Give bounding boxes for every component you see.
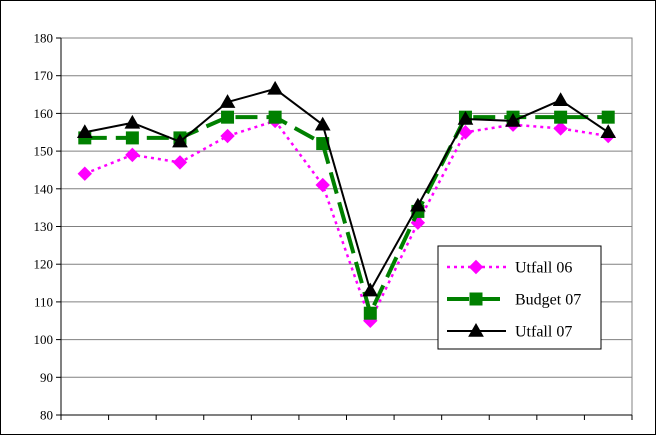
data-point-diamond <box>315 177 330 193</box>
data-point-triangle <box>505 112 521 127</box>
legend-marker-square <box>469 292 483 306</box>
series-utfall-06 <box>77 113 616 328</box>
y-tick-label: 80 <box>40 408 53 423</box>
legend-label: Utfall 07 <box>515 324 572 341</box>
data-point-triangle <box>124 114 141 129</box>
y-tick-label: 140 <box>34 181 54 196</box>
y-tick-label: 120 <box>34 257 54 272</box>
legend: Utfall 06 Budget 07 Utfall 07 <box>437 245 602 350</box>
data-point-triangle <box>314 116 331 131</box>
data-point-square <box>221 110 235 124</box>
data-point-square <box>268 110 282 124</box>
data-point-diamond <box>125 147 140 163</box>
data-point-diamond <box>553 121 568 136</box>
data-point-triangle <box>552 92 569 106</box>
data-point-diamond <box>172 155 188 170</box>
legend-marker-triangle <box>468 322 484 337</box>
y-tick-label: 90 <box>40 370 53 385</box>
legend-marker-diamond <box>468 259 484 275</box>
data-point-triangle <box>267 80 283 95</box>
gridlines <box>60 37 633 416</box>
data-point-diamond <box>77 166 92 181</box>
series-line <box>84 87 609 292</box>
series-group <box>76 80 617 328</box>
data-point-triangle <box>457 111 474 125</box>
y-tick-label: 110 <box>34 294 53 309</box>
series-line <box>84 119 609 322</box>
data-point-square <box>601 110 615 124</box>
data-point-square <box>125 131 139 145</box>
legend-label: Budget 07 <box>515 292 581 309</box>
series-utfall-07 <box>76 80 617 297</box>
y-tick-label: 100 <box>34 332 54 347</box>
data-point-diamond <box>220 128 235 144</box>
data-point-triangle <box>410 197 426 212</box>
data-point-triangle <box>219 94 236 108</box>
y-tick-label: 160 <box>34 106 54 121</box>
data-point-square <box>554 110 568 124</box>
data-point-triangle <box>362 282 379 297</box>
y-tick-label: 180 <box>34 31 54 46</box>
y-tick-label: 130 <box>34 219 54 234</box>
data-point-square <box>363 306 377 320</box>
data-point-triangle <box>600 124 617 138</box>
axes: 80 90 100 110 120 130 140 150 160 170 180 <box>34 31 633 423</box>
legend-label: Utfall 06 <box>515 260 572 277</box>
data-point-triangle <box>172 133 188 148</box>
data-point-triangle <box>76 124 93 138</box>
y-tick-label: 150 <box>34 144 54 159</box>
y-tick-label: 170 <box>34 68 54 83</box>
